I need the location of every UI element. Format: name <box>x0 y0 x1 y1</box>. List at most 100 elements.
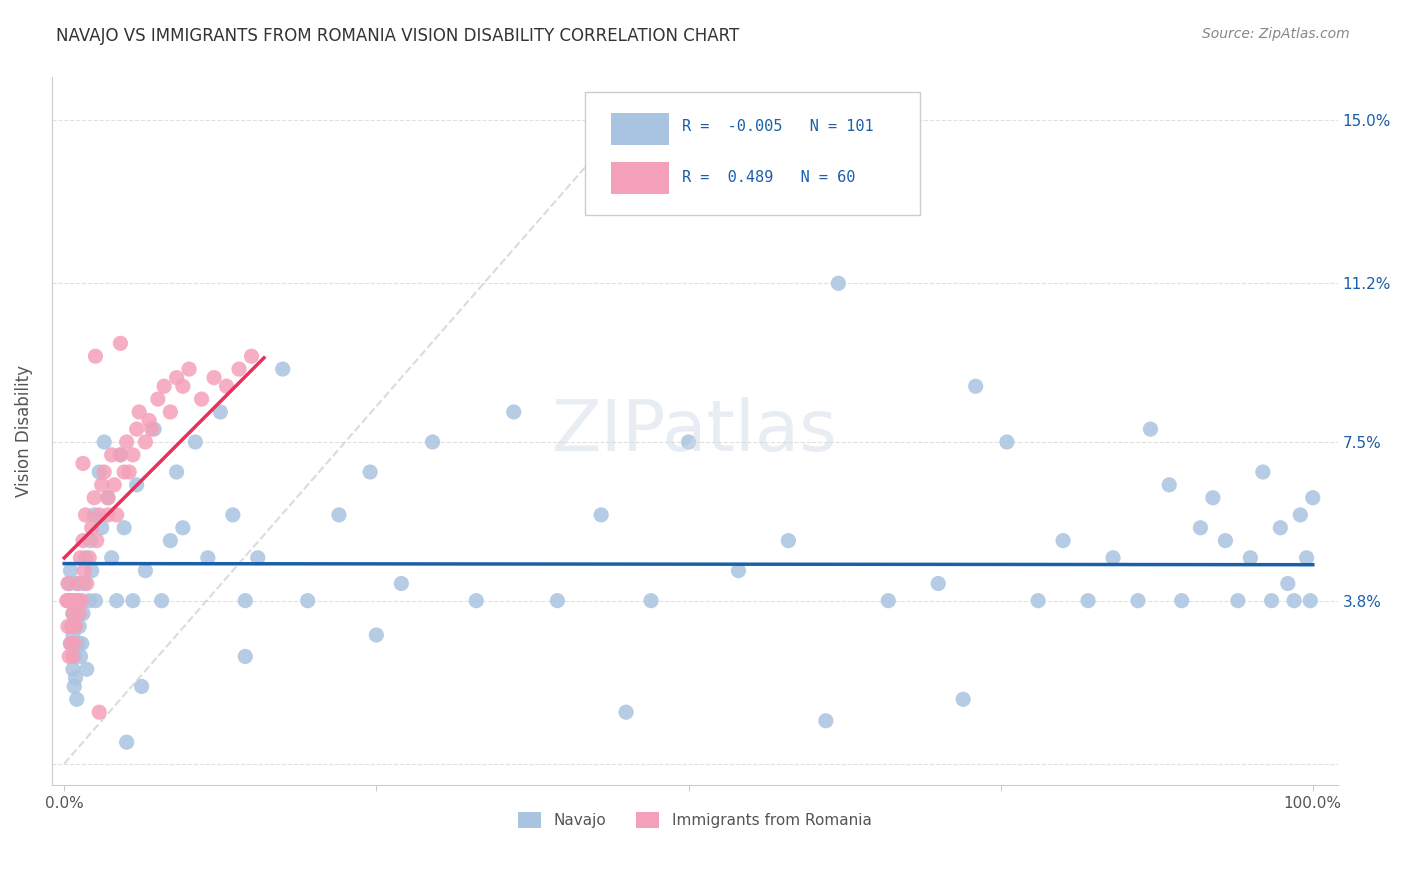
Immigrants from Romania <box>202 370 225 384</box>
Immigrants from Romania <box>55 593 77 607</box>
Navajo <box>89 465 111 479</box>
Navajo <box>62 662 84 676</box>
Immigrants from Romania <box>77 550 100 565</box>
Navajo <box>143 422 166 436</box>
Navajo <box>70 636 93 650</box>
Navajo <box>1189 521 1212 535</box>
Navajo <box>62 628 84 642</box>
Navajo <box>1077 593 1099 607</box>
Immigrants from Romania <box>228 362 250 376</box>
Navajo <box>79 533 101 548</box>
Immigrants from Romania <box>73 564 96 578</box>
Navajo <box>66 576 89 591</box>
Text: R =  -0.005   N = 101: R = -0.005 N = 101 <box>682 120 873 135</box>
Navajo <box>814 714 837 728</box>
Navajo <box>359 465 381 479</box>
Navajo <box>640 593 662 607</box>
Immigrants from Romania <box>72 533 94 548</box>
Navajo <box>184 435 207 450</box>
Immigrants from Romania <box>58 593 80 607</box>
Immigrants from Romania <box>66 593 89 607</box>
Navajo <box>965 379 987 393</box>
Immigrants from Romania <box>83 491 105 505</box>
Navajo <box>75 550 97 565</box>
Navajo <box>1159 478 1181 492</box>
Immigrants from Romania <box>59 593 82 607</box>
Navajo <box>1260 593 1282 607</box>
Navajo <box>60 593 83 607</box>
Navajo <box>110 448 132 462</box>
Navajo <box>1202 491 1225 505</box>
Navajo <box>58 576 80 591</box>
Navajo <box>76 662 98 676</box>
Immigrants from Romania <box>97 491 120 505</box>
FancyBboxPatch shape <box>612 112 669 145</box>
Text: Source: ZipAtlas.com: Source: ZipAtlas.com <box>1202 27 1350 41</box>
Navajo <box>112 521 135 535</box>
Navajo <box>389 576 412 591</box>
Navajo <box>159 533 181 548</box>
Navajo <box>93 435 115 450</box>
Immigrants from Romania <box>153 379 176 393</box>
Immigrants from Romania <box>62 649 84 664</box>
Navajo <box>197 550 219 565</box>
Navajo <box>827 277 849 291</box>
Navajo <box>1226 593 1249 607</box>
Immigrants from Romania <box>97 508 120 522</box>
Immigrants from Romania <box>215 379 238 393</box>
Immigrants from Romania <box>86 533 108 548</box>
Navajo <box>131 680 153 694</box>
Navajo <box>1289 508 1312 522</box>
Navajo <box>422 435 444 450</box>
Navajo <box>105 593 128 607</box>
Navajo <box>172 521 194 535</box>
Navajo <box>56 593 79 607</box>
Immigrants from Romania <box>59 636 82 650</box>
Navajo <box>63 680 86 694</box>
Immigrants from Romania <box>105 508 128 522</box>
Navajo <box>465 593 488 607</box>
Immigrants from Romania <box>63 593 86 607</box>
Navajo <box>778 533 800 548</box>
Immigrants from Romania <box>112 465 135 479</box>
Navajo <box>66 636 89 650</box>
Immigrants from Romania <box>62 607 84 621</box>
Navajo <box>1139 422 1161 436</box>
Navajo <box>63 593 86 607</box>
Navajo <box>328 508 350 522</box>
Legend: Navajo, Immigrants from Romania: Navajo, Immigrants from Romania <box>512 805 877 834</box>
Immigrants from Romania <box>60 593 83 607</box>
Navajo <box>1052 533 1074 548</box>
Navajo <box>90 521 112 535</box>
Immigrants from Romania <box>80 521 103 535</box>
Navajo <box>166 465 188 479</box>
Immigrants from Romania <box>67 607 90 621</box>
Text: R =  0.489   N = 60: R = 0.489 N = 60 <box>682 170 855 186</box>
Immigrants from Romania <box>125 422 148 436</box>
Text: NAVAJO VS IMMIGRANTS FROM ROMANIA VISION DISABILITY CORRELATION CHART: NAVAJO VS IMMIGRANTS FROM ROMANIA VISION… <box>56 27 740 45</box>
Immigrants from Romania <box>115 435 138 450</box>
Navajo <box>877 593 900 607</box>
Immigrants from Romania <box>240 349 263 363</box>
Navajo <box>66 692 89 706</box>
Immigrants from Romania <box>56 619 79 633</box>
Navajo <box>246 550 269 565</box>
Navajo <box>100 550 122 565</box>
Navajo <box>1299 593 1322 607</box>
Navajo <box>67 619 90 633</box>
Navajo <box>222 508 245 522</box>
Immigrants from Romania <box>128 405 150 419</box>
Navajo <box>678 435 700 450</box>
Immigrants from Romania <box>141 422 163 436</box>
Navajo <box>1302 491 1324 505</box>
Navajo <box>366 628 388 642</box>
Immigrants from Romania <box>177 362 200 376</box>
Navajo <box>546 593 568 607</box>
Immigrants from Romania <box>72 457 94 471</box>
Navajo <box>122 593 145 607</box>
Immigrants from Romania <box>110 336 132 351</box>
Immigrants from Romania <box>75 508 97 522</box>
FancyBboxPatch shape <box>585 92 920 216</box>
Navajo <box>1282 593 1305 607</box>
Navajo <box>80 564 103 578</box>
